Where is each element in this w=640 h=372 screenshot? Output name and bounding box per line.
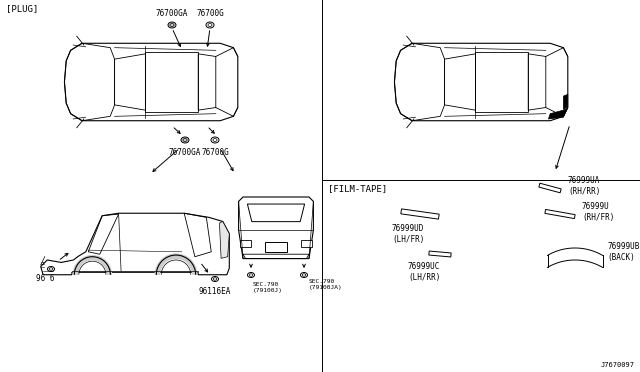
Ellipse shape <box>181 137 189 143</box>
Text: 76700GA: 76700GA <box>156 9 188 18</box>
Ellipse shape <box>211 276 218 282</box>
Bar <box>241 240 251 247</box>
Text: 76999U
(RH/FR): 76999U (RH/FR) <box>582 202 614 222</box>
Text: SEC.790
(79100JA): SEC.790 (79100JA) <box>309 279 343 290</box>
Ellipse shape <box>206 22 214 28</box>
Ellipse shape <box>248 273 255 278</box>
Bar <box>301 240 312 247</box>
Ellipse shape <box>168 22 176 28</box>
Bar <box>266 242 287 253</box>
Text: 76999UD
(LH/FR): 76999UD (LH/FR) <box>392 224 424 244</box>
Ellipse shape <box>301 273 307 278</box>
Text: 96116EA: 96116EA <box>199 287 231 296</box>
Text: [FILM-TAPE]: [FILM-TAPE] <box>328 184 387 193</box>
Text: 76700G: 76700G <box>196 9 224 18</box>
Polygon shape <box>220 221 229 258</box>
Text: 76700GA: 76700GA <box>169 148 201 157</box>
Polygon shape <box>548 108 568 119</box>
Polygon shape <box>563 94 568 109</box>
Text: 76700G: 76700G <box>201 148 229 157</box>
Text: 96 6: 96 6 <box>36 274 54 283</box>
Text: 76999UC
(LH/RR): 76999UC (LH/RR) <box>408 262 440 282</box>
Text: 76999UA
(RH/RR): 76999UA (RH/RR) <box>568 176 600 196</box>
Ellipse shape <box>47 266 54 272</box>
Text: J7670097: J7670097 <box>601 362 635 368</box>
Text: SEC.790
(79100J): SEC.790 (79100J) <box>253 282 283 293</box>
Text: [PLUG]: [PLUG] <box>6 4 38 13</box>
Text: 76999UB
(BACK): 76999UB (BACK) <box>607 242 639 262</box>
Ellipse shape <box>211 137 219 143</box>
